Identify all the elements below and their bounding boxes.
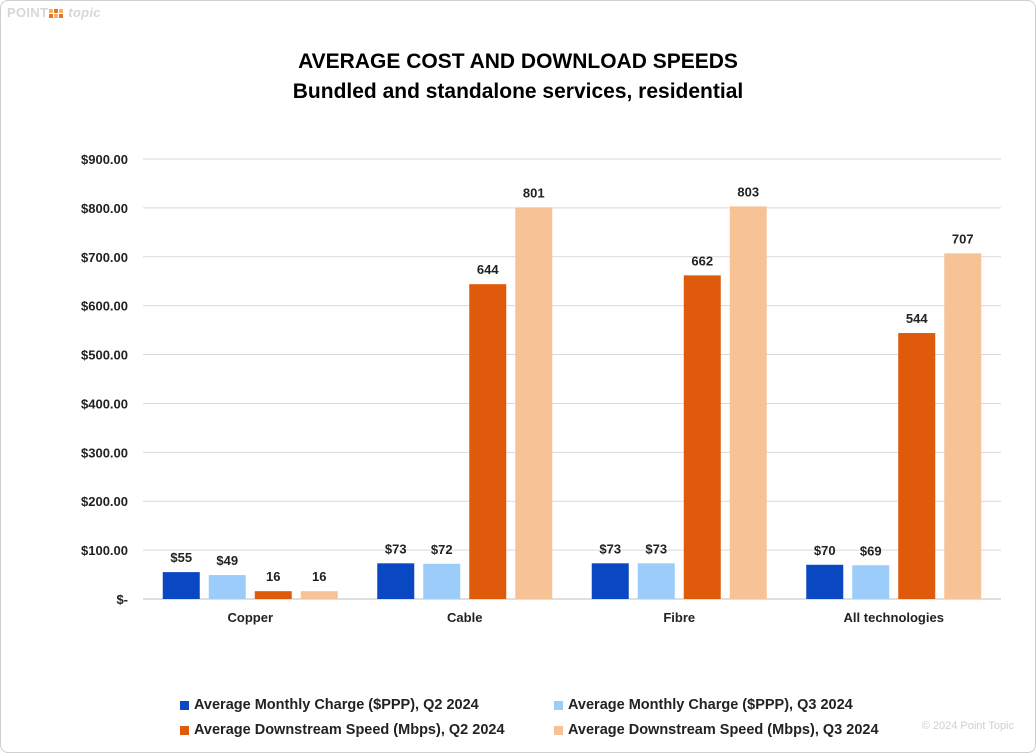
logo-text-point: POINT [7, 5, 49, 20]
logo-dots-icon [49, 9, 64, 19]
y-tick-label: $600.00 [81, 299, 128, 314]
data-label: 801 [523, 185, 545, 200]
bar [162, 572, 200, 599]
legend-label: Average Monthly Charge ($PPP), Q3 2024 [568, 697, 853, 713]
data-label: $73 [599, 541, 621, 556]
data-label: $69 [860, 543, 882, 558]
y-tick-label: $800.00 [81, 201, 128, 216]
data-label: 803 [737, 184, 759, 199]
data-label: $49 [216, 553, 238, 568]
bar [806, 564, 844, 599]
y-tick-label: $500.00 [81, 348, 128, 363]
data-label: 662 [691, 253, 713, 268]
chart-subtitle: Bundled and standalone services, residen… [292, 80, 744, 103]
bar [423, 563, 461, 599]
y-tick-label: $900.00 [81, 152, 128, 167]
legend-label: Average Monthly Charge ($PPP), Q2 2024 [194, 697, 479, 713]
point-topic-logo: POINT topic [7, 5, 101, 20]
legend-swatch [554, 725, 563, 735]
y-tick-label: $- [116, 592, 128, 607]
y-tick-label: $700.00 [81, 250, 128, 265]
x-tick-label: Fibre [663, 610, 695, 625]
legend-label: Average Downstream Speed (Mbps), Q3 2024 [568, 722, 879, 738]
x-tick-label: Copper [228, 610, 274, 625]
x-tick-label: Cable [447, 610, 482, 625]
legend-item: Average Monthly Charge ($PPP), Q3 2024 [554, 697, 853, 713]
y-tick-label: $400.00 [81, 396, 128, 411]
bar [208, 575, 246, 599]
x-tick-label: All technologies [844, 610, 944, 625]
data-label: 644 [477, 262, 499, 277]
legend-item: Average Downstream Speed (Mbps), Q3 2024 [554, 722, 879, 738]
bar [683, 275, 721, 599]
data-label: $70 [814, 543, 836, 558]
bar [637, 563, 675, 599]
legend-swatch [180, 700, 189, 710]
bar [515, 207, 553, 599]
legend-item: Average Monthly Charge ($PPP), Q2 2024 [180, 697, 479, 713]
bar [469, 284, 507, 599]
bar [898, 333, 936, 599]
data-label: $55 [170, 550, 192, 565]
data-label: 16 [312, 569, 326, 584]
legend-swatch [180, 725, 189, 735]
y-tick-label: $100.00 [81, 543, 128, 558]
bar [944, 253, 982, 599]
y-tick-label: $200.00 [81, 494, 128, 509]
legend-swatch [554, 700, 563, 710]
bar [852, 565, 890, 599]
chart-title: AVERAGE COST AND DOWNLOAD SPEEDS [298, 50, 738, 73]
legend-item: Average Downstream Speed (Mbps), Q2 2024 [180, 722, 505, 738]
logo-text-topic: topic [68, 5, 101, 20]
bar [729, 206, 767, 599]
bar [254, 591, 292, 599]
bar [300, 591, 338, 599]
copyright-notice: © 2024 Point Topic [921, 720, 1014, 732]
data-label: $73 [385, 541, 407, 556]
bar [377, 563, 415, 599]
bar [591, 563, 629, 599]
data-label: $72 [431, 542, 453, 557]
y-tick-label: $300.00 [81, 445, 128, 460]
data-label: 707 [952, 231, 974, 246]
data-label: 544 [906, 311, 928, 326]
data-label: $73 [645, 541, 667, 556]
legend-label: Average Downstream Speed (Mbps), Q2 2024 [194, 722, 505, 738]
data-label: 16 [266, 569, 280, 584]
